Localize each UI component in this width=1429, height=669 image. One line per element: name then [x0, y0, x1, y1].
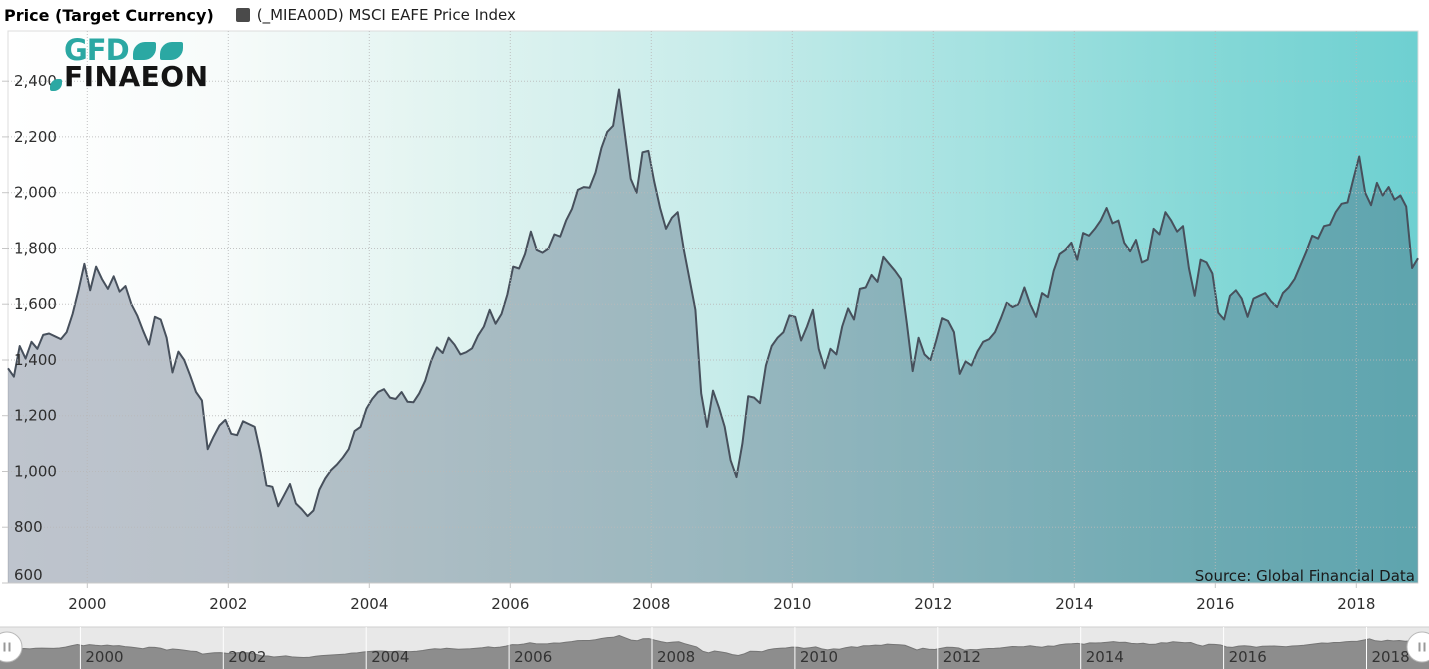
- grip-bars-icon: [8, 642, 11, 652]
- y-axis-label: 800: [14, 518, 43, 536]
- y-axis-label: 1,800: [14, 240, 57, 258]
- navigator-year-label: 2016: [1229, 648, 1267, 666]
- x-axis-label: 2006: [491, 595, 529, 613]
- y-axis-label: 600: [14, 566, 43, 584]
- navigator-year-label: 2014: [1086, 648, 1124, 666]
- legend-swatch-icon: [235, 8, 250, 22]
- legend-series-label: (_MIEA00D) MSCI EAFE Price Index: [256, 6, 516, 24]
- navigator-scrollbar[interactable]: 2000 2002 2004 2006 2008 2010 2012 2014 2016 2018: [0, 625, 1429, 669]
- gridlines: [8, 31, 1418, 584]
- y-axis-label: 2,000: [14, 184, 57, 202]
- navigator-year-label: 2008: [657, 648, 695, 666]
- navigator-year-label: 2006: [514, 648, 552, 666]
- gfd-leaf-icon: [159, 41, 183, 60]
- logo-gfd-text: GFD: [64, 33, 130, 67]
- axis-labels: 600 800 1,000 1,200 1,400 1,600 1,800 2,000 2,20…: [2, 72, 1418, 613]
- y-axis-label: 1,400: [14, 351, 57, 369]
- source-note: Source: Global Financial Data: [1194, 567, 1415, 585]
- navigator-year-label: 2012: [943, 648, 981, 666]
- chart-header: Price (Target Currency) (_MIEA00D) MSCI …: [0, 0, 1429, 30]
- plot-area[interactable]: [7, 30, 1419, 584]
- price-area-fill[interactable]: [8, 89, 1418, 584]
- x-axis-label: 2004: [350, 595, 388, 613]
- x-axis-label: 2010: [773, 595, 811, 613]
- y-axis-label: 1,200: [14, 407, 57, 425]
- x-axis-label: 2012: [914, 595, 952, 613]
- x-axis-label: 2016: [1196, 595, 1234, 613]
- navigator-year-label: 2002: [228, 648, 266, 666]
- logo-bottom-row: FINAEON: [50, 63, 209, 91]
- navigator-year-label: 2000: [85, 648, 123, 666]
- grip-bars-icon: [1423, 642, 1426, 652]
- logo-top-row: GFD: [64, 36, 209, 65]
- navigator-year-label: 2010: [800, 648, 838, 666]
- legend-item[interactable]: (_MIEA00D) MSCI EAFE Price Index: [235, 6, 516, 24]
- gfd-finaeon-logo: GFD FINAEON: [50, 36, 209, 91]
- x-axis-label: 2000: [68, 595, 106, 613]
- price-area-chart[interactable]: 600 800 1,000 1,200 1,400 1,600 1,800 2,000 2,20…: [0, 0, 1429, 620]
- chart-title: Price (Target Currency): [4, 5, 214, 25]
- navigator-line: [0, 634, 1429, 659]
- x-axis-label: 2008: [632, 595, 670, 613]
- gfd-leaf-icon: [50, 79, 62, 91]
- x-axis-label: 2018: [1337, 595, 1375, 613]
- gfd-leaf-icon: [132, 41, 156, 60]
- x-axis-label: 2014: [1055, 595, 1093, 613]
- y-axis-label: 1,000: [14, 463, 57, 481]
- grip-bars-icon: [3, 642, 6, 652]
- y-axis-label: 1,600: [14, 295, 57, 313]
- navigator-left-handle[interactable]: [0, 631, 23, 663]
- price-line: [7, 88, 1419, 518]
- y-axis-label: 2,200: [14, 128, 57, 146]
- grip-bars-icon: [1418, 642, 1421, 652]
- navigator-year-label: 2018: [1372, 648, 1410, 666]
- x-axis-label: 2002: [209, 595, 247, 613]
- plot-background: [7, 30, 1419, 584]
- navigator-year-label: 2004: [371, 648, 409, 666]
- y-axis-label: 2,400: [14, 72, 57, 90]
- logo-finaeon-text: FINAEON: [64, 60, 209, 93]
- navigator-right-handle[interactable]: [1406, 631, 1429, 663]
